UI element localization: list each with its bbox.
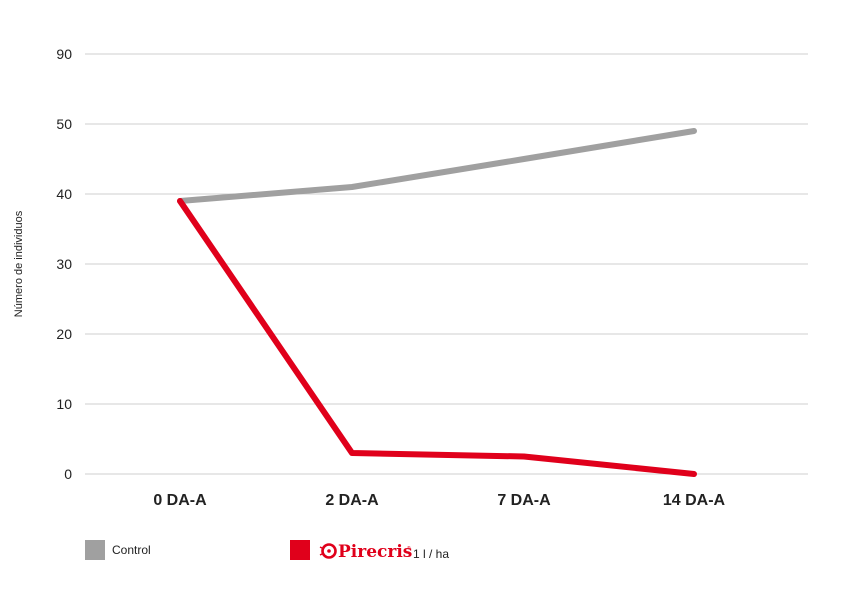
legend-label-control: Control	[112, 543, 151, 557]
series-line-pirecris	[177, 198, 697, 477]
legend-swatch-pirecris	[290, 540, 310, 560]
x-tick-label: 0 DA-A	[153, 492, 207, 509]
y-tick-label: 90	[56, 46, 72, 62]
pirecris-logo-icon	[319, 543, 337, 559]
legend: Control Pirecris ® 1 l / ha	[85, 540, 449, 562]
x-axis-ticks: 0 DA-A 2 DA-A 7 DA-A 14 DA-A	[153, 492, 725, 509]
series-lines	[177, 128, 697, 477]
y-tick-label: 0	[64, 466, 72, 482]
y-axis-ticks: 0 10 20 30 40 50 90	[56, 46, 72, 482]
x-tick-label: 7 DA-A	[497, 492, 551, 509]
legend-brand-mark: ®	[407, 545, 411, 552]
y-tick-label: 30	[56, 256, 72, 272]
y-axis-label: Número de individuos	[13, 210, 25, 317]
legend-brand-name: Pirecris	[338, 542, 412, 562]
series-line-control	[177, 128, 697, 204]
y-tick-label: 20	[56, 326, 72, 342]
legend-dose-label: 1 l / ha	[413, 547, 449, 561]
x-tick-label: 2 DA-A	[325, 492, 379, 509]
y-tick-label: 10	[56, 396, 72, 412]
y-tick-label: 50	[56, 116, 72, 132]
grid-lines	[85, 53, 808, 475]
y-tick-label: 40	[56, 186, 72, 202]
legend-swatch-control	[85, 540, 105, 560]
x-tick-label: 14 DA-A	[663, 492, 726, 509]
